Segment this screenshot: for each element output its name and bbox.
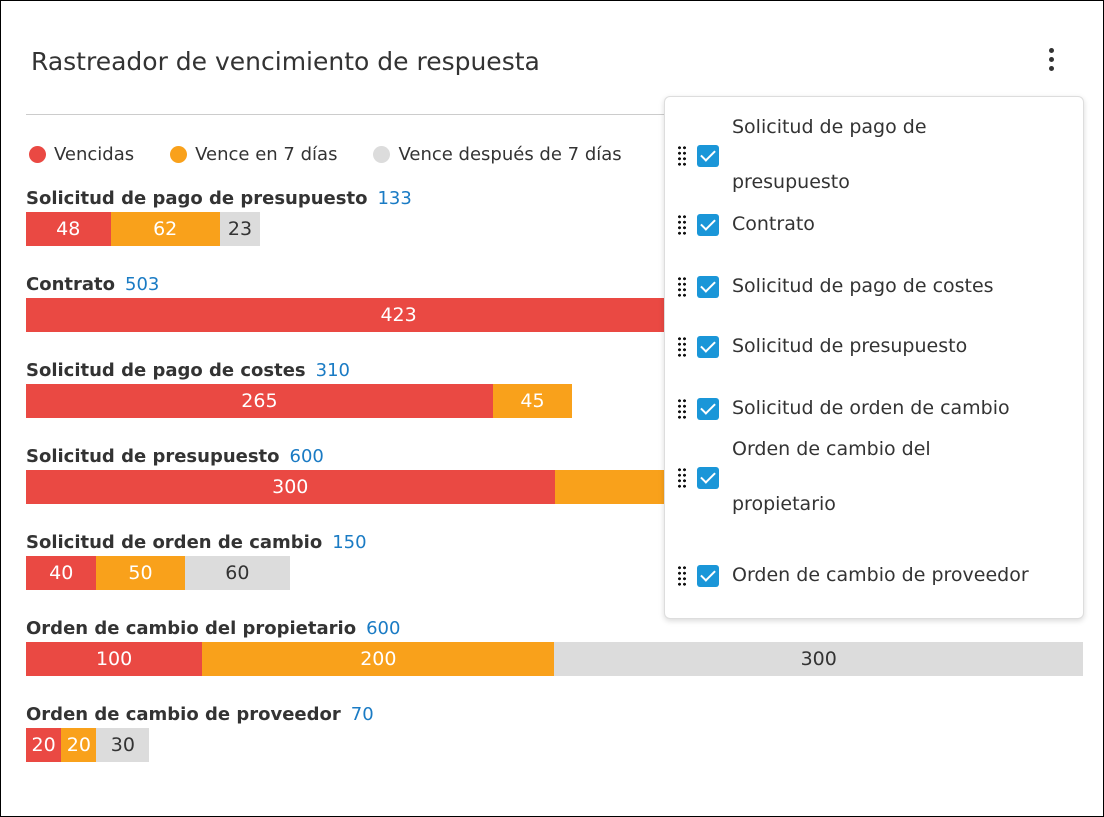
category-total: 70 [350,704,374,725]
bar-segment[interactable]: 100 [26,642,203,676]
bar-row: Solicitud de pago de costes 310 265 45 [26,360,573,418]
legend-label: Vencidas [54,144,135,165]
chart-legend: Vencidas Vence en 7 días Vence después de … [29,144,622,165]
legend-item[interactable]: Vencidas [29,144,134,165]
category-label: Contrato [26,274,115,295]
bar-segment[interactable]: 300 [554,642,1083,676]
menu-item-label: Orden de cambio de proveedor [732,564,1029,586]
menu-item-label: Orden de cambio del propietario [732,438,931,515]
checkbox[interactable] [697,214,719,236]
bar-segment[interactable]: 40 [26,556,97,590]
series-visibility-menu: Solicitud de pago de presupuesto Contrato… [664,96,1084,619]
stacked-bar: 48 62 23 [26,212,261,246]
more-vertical-icon[interactable] [1039,45,1063,79]
checkbox[interactable] [697,276,719,298]
bar-segment[interactable]: 265 [26,384,493,418]
category-total: 310 [315,360,350,381]
checkbox[interactable] [697,565,719,587]
bar-segment[interactable]: 20 [26,728,62,762]
category-label: Solicitud de pago de presupuesto [26,188,368,209]
bar-row: Solicitud de pago de presupuesto 133 48 62 2… [26,188,412,246]
bar-row: Solicitud de presupuesto600300200100 [26,446,1083,504]
stacked-bar: 100 200 300 [26,642,1083,676]
checkbox[interactable] [697,336,719,358]
checkbox[interactable] [697,398,719,420]
checkbox[interactable] [697,145,719,167]
bar-segment[interactable]: 20 [61,728,97,762]
bar-row: Contrato5034235030 [26,274,913,332]
category-total: 503 [125,274,160,295]
category-total: 133 [377,188,412,209]
widget-title: Rastreador de vencimiento de respuesta [31,47,540,76]
divider [26,114,686,115]
stacked-bar: 265 45 [26,384,573,418]
category-label: Orden de cambio de proveedor [26,704,341,725]
legend-item[interactable]: Vence en 7 días [170,144,337,165]
legend-label: Vence en 7 días [195,144,338,165]
legend-dot-icon [170,146,188,163]
drag-handle-icon[interactable] [677,565,687,587]
menu-item-label: Solicitud de pago de presupuesto [732,116,927,193]
bar-segment[interactable]: 60 [184,556,291,590]
bar-segment[interactable]: 50 [96,556,185,590]
bar-segment[interactable]: 48 [26,212,111,246]
drag-handle-icon[interactable] [677,467,687,489]
bar-segment[interactable]: 23 [219,212,261,246]
menu-item-label: Solicitud de orden de cambio [732,397,1010,419]
legend-dot-icon [373,146,391,163]
category-total: 150 [332,532,367,553]
category-label: Solicitud de pago de costes [26,360,306,381]
drag-handle-icon[interactable] [677,336,687,358]
menu-item-label: Contrato [732,213,815,235]
checkbox[interactable] [697,467,719,489]
category-label: Orden de cambio del propietario [26,618,357,639]
stacked-bar: 40 50 60 [26,556,291,590]
category-total: 600 [366,618,401,639]
bar-segment[interactable]: 423 [26,298,772,332]
category-label: Solicitud de orden de cambio [26,532,323,553]
legend-item[interactable]: Vence después de 7 días [373,144,622,165]
bar-segment[interactable]: 30 [96,728,150,762]
bar-row: Solicitud de orden de cambio 150 40 50 60 [26,532,367,590]
drag-handle-icon[interactable] [677,276,687,298]
bar-row: Orden de cambio de proveedor 70 20 20 30 [26,704,374,762]
legend-label: Vence después de 7 días [398,144,622,165]
category-total: 600 [289,446,324,467]
drag-handle-icon[interactable] [677,398,687,420]
drag-handle-icon[interactable] [677,145,687,167]
bar-segment[interactable]: 200 [202,642,555,676]
category-label: Solicitud de presupuesto [26,446,280,467]
legend-dot-icon [29,146,46,163]
bar-segment[interactable]: 62 [110,212,220,246]
menu-item-label: Solicitud de pago de costes [732,275,994,297]
bar-row: Orden de cambio del propietario 600 100 200… [26,618,1083,676]
stacked-bar: 20 20 30 [26,728,150,762]
bar-segment[interactable]: 300 [26,470,555,504]
bar-segment[interactable]: 45 [492,384,573,418]
menu-item-label: Solicitud de presupuesto [732,335,968,357]
drag-handle-icon[interactable] [677,214,687,236]
